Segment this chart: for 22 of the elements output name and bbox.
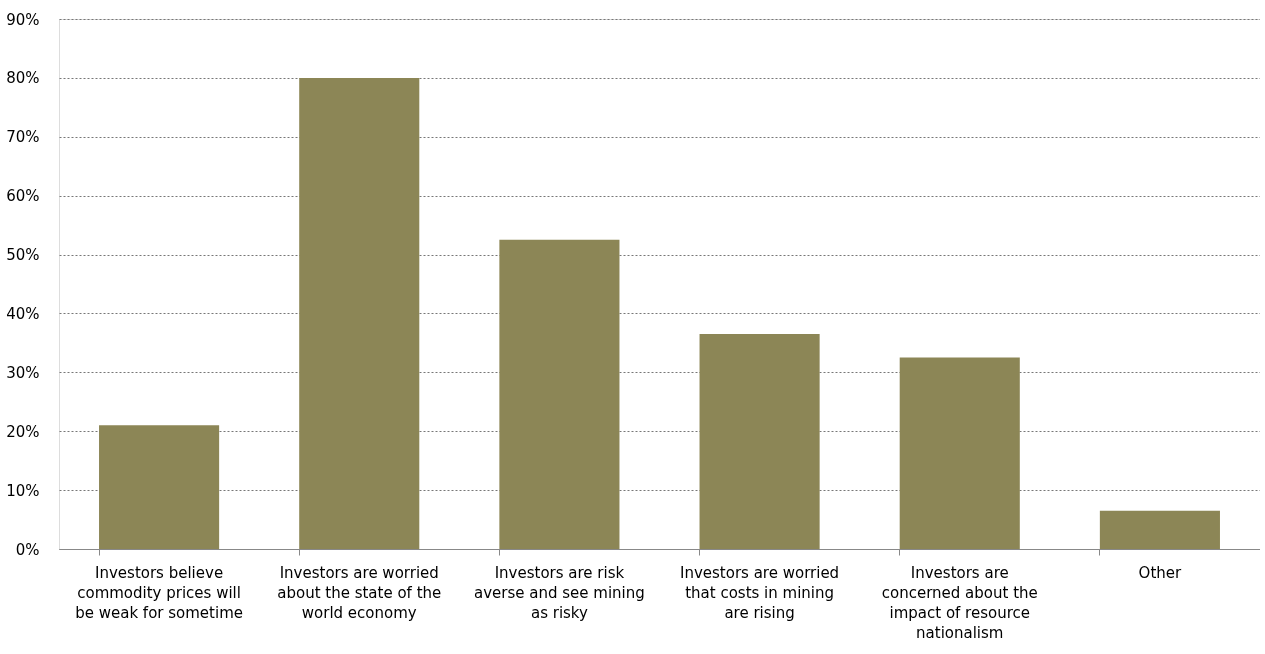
y-tick-label: 0%	[15, 540, 40, 559]
bar	[899, 357, 1020, 549]
x-tick-label: Investors are concerned about the impact of resource nationalism	[881, 563, 1038, 642]
y-tick-label: 50%	[6, 246, 40, 265]
x-tick-label: Investors believe commodity prices will be weak for sometime	[75, 563, 243, 622]
y-tick-label: 60%	[6, 187, 40, 206]
x-tick-label: Other	[1138, 563, 1183, 582]
x-tick-label: Investors are worried that costs in mining are rising	[680, 563, 840, 622]
bar	[299, 77, 420, 549]
y-tick-label: 40%	[6, 304, 40, 323]
bar	[699, 334, 820, 549]
y-tick-label: 20%	[6, 422, 40, 441]
y-tick-label: 90%	[6, 10, 40, 29]
x-tick-label: Investors are worried about the state of the world economy	[277, 563, 442, 622]
y-tick-label: 70%	[6, 128, 40, 147]
bar	[499, 239, 620, 549]
y-tick-label: 80%	[6, 69, 40, 88]
x-tick-label: Investors are risk averse and see mining as risky	[474, 563, 645, 622]
bar	[99, 425, 220, 549]
y-tick-label: 10%	[6, 481, 40, 500]
y-tick-label: 30%	[6, 363, 40, 382]
bar	[1099, 510, 1220, 549]
